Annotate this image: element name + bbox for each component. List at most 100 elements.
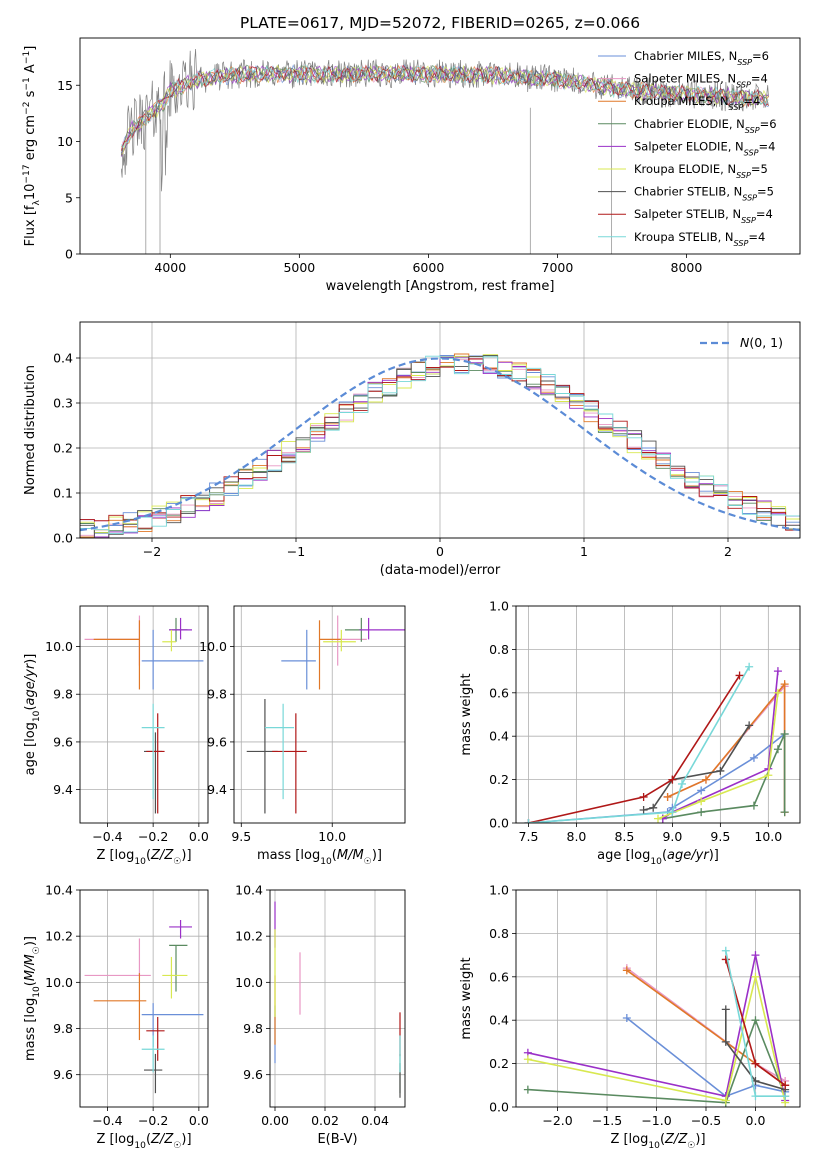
histogram-4 (80, 356, 800, 538)
y-tick-label: 1.0 (489, 883, 509, 898)
label-part: ( (23, 705, 38, 710)
plot-Z-vs-age: −0.4 −0.2 0.09.49.69.810.0Z [log10(Z/Z☉)]a… (23, 605, 209, 867)
y-tick-label: 0.4 (489, 1013, 509, 1028)
x-tick-label: 0.02 (311, 1113, 339, 1128)
x-tick-label: 2 (724, 544, 732, 559)
plot-area (84, 920, 204, 1094)
y-tick-label: 0.2 (489, 772, 509, 787)
weight-marker-5 (751, 972, 760, 981)
y-tick-label: 10 (57, 134, 73, 149)
weight-marker-8 (524, 819, 533, 823)
label-part: s (23, 90, 38, 101)
label-part: age [log (23, 722, 38, 775)
y-tick-label: 10.2 (235, 929, 263, 944)
y-tick-label: 9.6 (53, 1067, 73, 1082)
weight-marker-0 (697, 786, 706, 795)
weight-marker-5 (773, 688, 782, 697)
weight-line-6 (643, 724, 750, 811)
x-tick-label: −0.2 (138, 1113, 168, 1128)
y-axis-label: age [log10(age/yr)] (23, 654, 42, 776)
weight-line-3 (662, 733, 786, 820)
weight-marker-7 (668, 775, 677, 784)
plot-Z-vs-mass-weight: −2.0 −1.5 −1.0 −0.5 0.0 0.0 0.2 0.4 0.6 0.8 1.0 Z [… (459, 883, 801, 1151)
y-tick-label: 5 (65, 190, 73, 205)
weight-marker-0 (749, 753, 758, 762)
weight-marker-5 (523, 1055, 532, 1064)
x-tick-label: 5000 (283, 260, 315, 275)
label-part: 10 (320, 857, 332, 867)
y-tick-label: 10.4 (45, 883, 73, 898)
y-tick-label: 9.4 (207, 782, 227, 797)
y-axis-label: Normed distribution (23, 365, 38, 495)
label-part: )] (181, 1132, 191, 1147)
label-part: Salpeter MILES, N (634, 72, 736, 86)
legend-label: Kroupa ELODIE, NSSP=5 (634, 162, 768, 180)
weight-marker-6 (639, 805, 648, 814)
weight-line-6 (725, 1009, 786, 1091)
y-tick-label: 9.8 (53, 687, 73, 702)
weight-marker-3 (523, 1085, 532, 1094)
label-part: Z/Z (664, 1132, 688, 1147)
x-axis-label: Z [log10(Z/Z☉)] (96, 848, 191, 867)
legend-label: Salpeter MILES, NSSP=4 (634, 72, 768, 90)
label-part: −1 (22, 77, 32, 90)
y-tick-label: 0.2 (489, 1056, 509, 1071)
y-tick-label: 9.8 (243, 1021, 263, 1036)
weight-marker-7 (639, 792, 648, 801)
label-part: 10 (32, 986, 42, 998)
x-tick-label: 9.5 (231, 829, 251, 844)
label-part: =5 (751, 162, 768, 176)
axes-frame (79, 37, 801, 255)
weight-marker-6 (649, 803, 658, 812)
weight-line-5 (657, 692, 779, 820)
y-tick-label: 10.0 (45, 639, 73, 654)
x-tick-label: −1.5 (592, 1113, 622, 1128)
weight-marker-8 (745, 662, 754, 671)
label-part: =4 (748, 230, 765, 244)
label-part: Kroupa ELODIE, N (634, 162, 736, 176)
y-axis-label: mass weight (459, 673, 474, 755)
x-tick-label: 9.5 (710, 829, 730, 844)
label-part: SSP (742, 193, 757, 202)
label-part: )] (372, 848, 382, 863)
label-part: Salpeter STELIB, N (634, 207, 741, 221)
weight-marker-6 (721, 1037, 730, 1046)
legend-label: Chabrier MILES, NSSP=6 (634, 49, 769, 67)
x-tick-label: −1 (287, 544, 305, 559)
weight-line-0 (626, 1017, 786, 1098)
axes-frame (515, 889, 801, 1108)
model-spectrum-3 (121, 64, 769, 155)
label-part: (0, 1) (749, 335, 783, 350)
label-part: SSP (741, 216, 756, 225)
weight-marker-3 (773, 745, 782, 754)
label-part: mass [log (23, 998, 38, 1061)
label-part: Z/Z (150, 1132, 174, 1147)
weight-marker-8 (721, 946, 730, 955)
label-part: 10 (23, 184, 38, 201)
plot-Z-vs-mass: −0.4 −0.2 0.09.69.810.010.210.4Z [log10(Z/… (23, 883, 209, 1152)
x-tick-label: −0.5 (691, 1113, 721, 1128)
weight-marker-2 (663, 792, 672, 801)
y-tick-label: 0.0 (489, 816, 509, 831)
label-part: )] (709, 848, 719, 863)
label-part: Flux [f (23, 205, 38, 246)
weight-line-5 (527, 976, 786, 1103)
x-tick-label: 0.0 (746, 1113, 766, 1128)
y-tick-label: 0.6 (489, 685, 509, 700)
x-tick-label: 8.0 (567, 829, 587, 844)
y-tick-label: 10.4 (235, 883, 263, 898)
plot-area (120, 48, 769, 254)
label-part: =4 (743, 94, 760, 108)
weight-marker-2 (701, 775, 710, 784)
y-tick-label: 10.0 (235, 975, 263, 990)
y-tick-label: 0.4 (53, 351, 73, 366)
x-tick-label: 7000 (542, 260, 574, 275)
axes-frame (79, 605, 209, 824)
y-tick-label: 1.0 (489, 599, 509, 614)
histogram-8 (80, 355, 800, 534)
x-axis-label: Z [log10(Z/Z☉)] (96, 1132, 191, 1151)
label-part: 10 (648, 1141, 660, 1151)
model-spectrum-5 (121, 64, 769, 155)
